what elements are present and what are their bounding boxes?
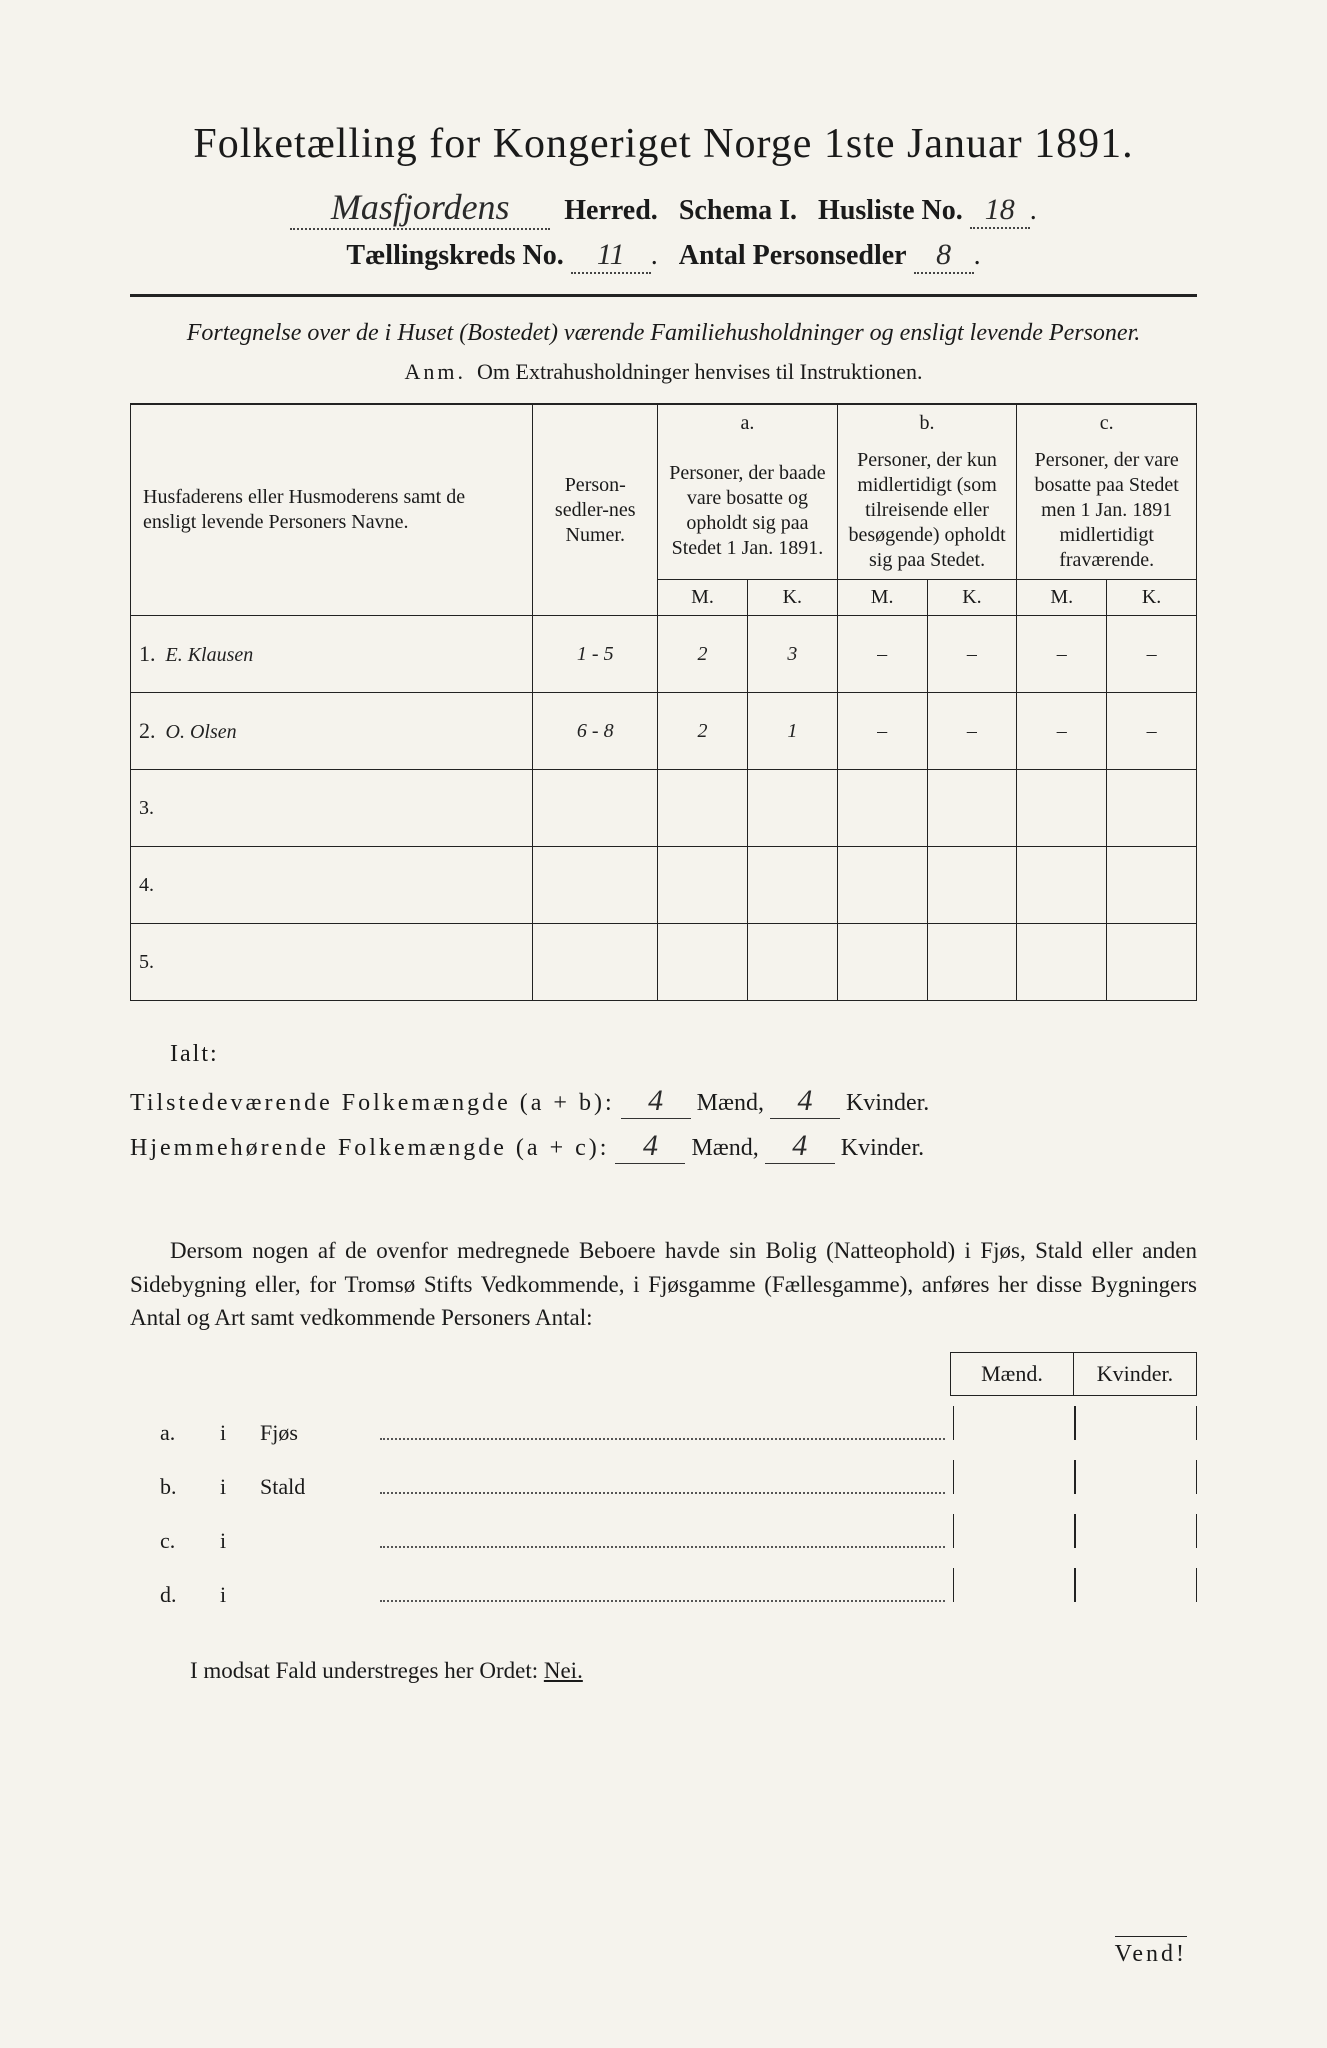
table-row: 2. O. Olsen 6 - 8 2 1 – – – – [131, 693, 1197, 770]
kreds-value: 11 [571, 238, 651, 274]
col-head-b: b. [837, 405, 1017, 443]
census-table-body: 1. E. Klausen 1 - 5 2 3 – – – – 2. O. Ol… [131, 616, 1197, 1001]
l2-k: 4 [765, 1129, 835, 1164]
mk-m: Mænd. [951, 1353, 1074, 1396]
abcd-row-a: a. i Fjøs [130, 1406, 1197, 1446]
table-row: 3. [131, 770, 1197, 847]
totals-line-1: Tilstedeværende Folkemængde (a + b): 4 M… [130, 1084, 1197, 1119]
col-a-m: M. [658, 580, 748, 616]
totals-line-2: Hjemmehørende Folkemængde (a + c): 4 Mæn… [130, 1129, 1197, 1164]
abcd-list: a. i Fjøs b. i Stald c. i d. i [130, 1406, 1197, 1608]
table-row: 1. E. Klausen 1 - 5 2 3 – – – – [131, 616, 1197, 693]
col-c-m: M. [1017, 580, 1107, 616]
ialt-label: Ialt: [170, 1041, 1197, 1068]
col-head-c-text: Personer, der vare bosatte paa Stedet me… [1017, 442, 1197, 580]
col-head-names: Husfaderens eller Husmoderens samt de en… [131, 405, 533, 616]
col-b-m: M. [837, 580, 927, 616]
nei-word: Nei. [544, 1658, 583, 1683]
header-line-2: Tællingskreds No. 11. Antal Personsedler… [130, 238, 1197, 274]
l2-m: 4 [615, 1129, 685, 1164]
husliste-label: Husliste No. [818, 195, 963, 226]
anm-line: Anm. Om Extrahusholdninger henvises til … [130, 359, 1197, 385]
col-head-b-text: Personer, der kun midlertidigt (som tilr… [837, 442, 1017, 580]
mk-header-box: Mænd. Kvinder. [130, 1352, 1197, 1396]
herred-label: Herred. [564, 195, 658, 226]
personsedler-value: 8 [914, 238, 974, 274]
abcd-row-c: c. i [130, 1514, 1197, 1554]
personsedler-label: Antal Personsedler [679, 240, 907, 271]
husliste-value: 18 [970, 193, 1030, 229]
schema-label: Schema I. [679, 195, 797, 226]
abcd-row-b: b. i Stald [130, 1460, 1197, 1500]
col-head-nums: Person-sedler-nes Numer. [533, 405, 658, 616]
mk-k: Kvinder. [1074, 1353, 1197, 1396]
l1-k: 4 [770, 1084, 840, 1119]
table-row: 4. [131, 847, 1197, 924]
anm-label: Anm. [405, 359, 467, 384]
vend-label: Vend! [1115, 1936, 1187, 1968]
page-title: Folketælling for Kongeriget Norge 1ste J… [130, 120, 1197, 168]
table-row: 5. [131, 924, 1197, 1001]
col-head-c: c. [1017, 405, 1197, 443]
col-head-a-text: Personer, der baade vare bosatte og opho… [658, 442, 838, 580]
col-b-k: K. [927, 580, 1017, 616]
col-head-a: a. [658, 405, 838, 443]
building-paragraph: Dersom nogen af de ovenfor medregnede Be… [130, 1234, 1197, 1334]
anm-text: Om Extrahusholdninger henvises til Instr… [477, 359, 922, 384]
header-line-1: Masfjordens Herred. Schema I. Husliste N… [130, 186, 1197, 230]
totals-block: Ialt: Tilstedeværende Folkemængde (a + b… [130, 1041, 1197, 1164]
col-a-k: K. [747, 580, 837, 616]
census-table: Husfaderens eller Husmoderens samt de en… [130, 404, 1197, 1001]
mk-header-table: Mænd. Kvinder. [950, 1352, 1197, 1396]
nei-line: I modsat Fald understreges her Ordet: Ne… [130, 1658, 1197, 1684]
divider-1 [130, 294, 1197, 297]
herred-value: Masfjordens [290, 186, 550, 230]
preamble-text: Fortegnelse over de i Huset (Bostedet) v… [130, 317, 1197, 349]
kreds-label: Tællingskreds No. [346, 240, 563, 271]
abcd-row-d: d. i [130, 1568, 1197, 1608]
col-c-k: K. [1107, 580, 1197, 616]
census-form-page: Folketælling for Kongeriget Norge 1ste J… [0, 0, 1327, 2048]
l1-m: 4 [621, 1084, 691, 1119]
